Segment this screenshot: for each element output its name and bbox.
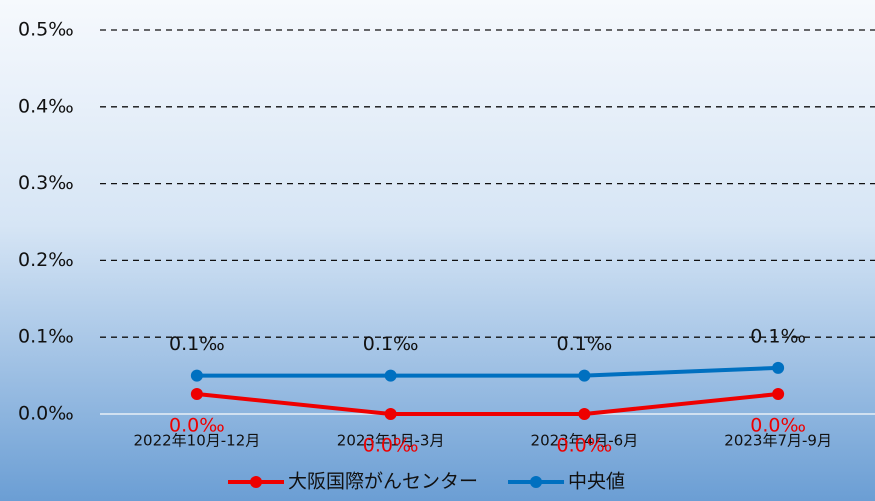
series-line xyxy=(196,365,779,378)
series-line xyxy=(196,392,779,416)
data-label: 0.1‰ xyxy=(363,333,419,355)
point xyxy=(578,369,591,382)
data-label: 0.1‰ xyxy=(169,333,225,355)
legend-marker xyxy=(530,476,543,488)
x-tick-label: 2023年7月-9月 xyxy=(724,432,832,450)
point xyxy=(190,388,203,401)
data-label: 0.1‰ xyxy=(750,325,806,347)
point xyxy=(190,369,203,382)
data-label: 0.0‰ xyxy=(557,435,613,457)
y-tick-label: 0.1‰ xyxy=(18,326,74,348)
point xyxy=(384,408,397,420)
data-label: 0.1‰ xyxy=(557,333,613,355)
y-tick-label: 0.5‰ xyxy=(18,19,74,41)
legend-label: 大阪国際がんセンター xyxy=(288,471,478,493)
data-label: 0.0‰ xyxy=(750,415,806,437)
point xyxy=(772,388,785,401)
point xyxy=(772,361,785,374)
x-tick-label: 2023年1月-3月 xyxy=(337,432,445,450)
point xyxy=(384,369,397,382)
x-tick-label: 2023年4月-6月 xyxy=(531,432,639,450)
y-tick-label: 0.4‰ xyxy=(18,95,74,117)
data-label: 0.0‰ xyxy=(363,435,419,457)
y-tick-label: 0.2‰ xyxy=(18,249,74,271)
legend-label: 中央値 xyxy=(568,471,625,493)
point xyxy=(578,408,591,420)
y-tick-label: 0.3‰ xyxy=(18,172,74,194)
x-tick-label: 2022年10月-12月 xyxy=(133,432,260,450)
legend-marker xyxy=(250,476,262,488)
y-tick-label: 0.0‰ xyxy=(18,403,74,425)
data-label: 0.0‰ xyxy=(169,415,225,437)
